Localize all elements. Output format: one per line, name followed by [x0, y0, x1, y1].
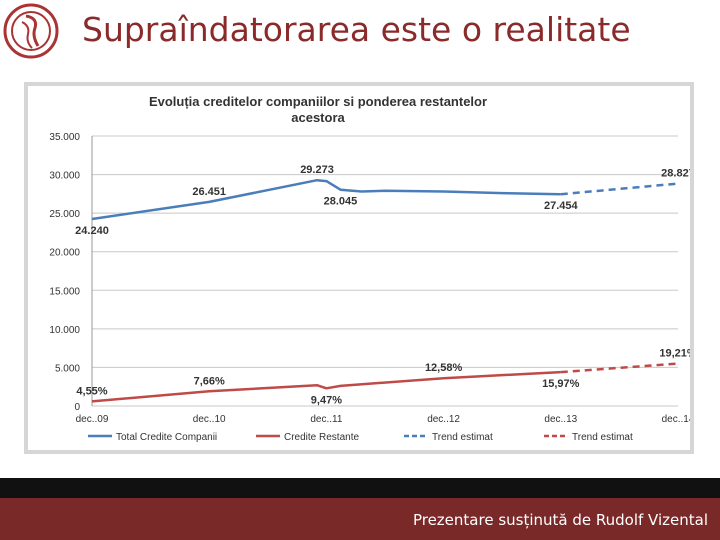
data-label: 29.273 [300, 164, 334, 176]
legend-label: Total Credite Companii [116, 432, 217, 443]
y-tick-label: 0 [74, 402, 80, 413]
legend-label: Trend estimat [572, 432, 633, 443]
chart-title-line: acestora [291, 110, 345, 125]
data-label: 24.240 [75, 225, 109, 237]
x-tick-label: dec..13 [544, 414, 577, 425]
series-line-2 [560, 182, 679, 196]
series-line-0 [91, 178, 561, 221]
legend-label: Credite Restante [284, 432, 359, 443]
x-tick-label: dec..11 [310, 414, 342, 425]
series-line-1 [91, 370, 561, 403]
chart-background [28, 86, 690, 450]
data-label: 28.827 [661, 168, 690, 180]
y-tick-label: 20.000 [49, 248, 80, 259]
chart-frame: Evoluția creditelor companiilor si ponde… [24, 82, 694, 454]
spiral-emblem-icon [3, 3, 59, 59]
footer-divider [0, 478, 720, 498]
data-label: 12,58% [425, 362, 463, 374]
y-tick-label: 10.000 [49, 325, 80, 336]
y-tick-label: 35.000 [49, 132, 80, 143]
footer-text: Prezentare susținută de Rudolf Vizental [412, 511, 708, 529]
legend-label: Trend estimat [432, 432, 493, 443]
y-tick-label: 5.000 [55, 363, 80, 374]
chart-title-line: Evoluția creditelor companiilor si ponde… [149, 94, 487, 109]
x-tick-label: dec..10 [193, 414, 226, 425]
y-tick-label: 25.000 [49, 209, 80, 220]
series-line-3 [560, 362, 679, 374]
data-label: 15,97% [542, 378, 580, 390]
data-label: 9,47% [311, 394, 342, 406]
data-label: 27.454 [544, 200, 579, 212]
chart: Evoluția creditelor companiilor si ponde… [28, 86, 690, 450]
data-label: 7,66% [194, 375, 225, 387]
x-tick-label: dec..14 [662, 414, 690, 425]
y-tick-label: 30.000 [49, 171, 80, 182]
data-label: 28.045 [324, 196, 358, 208]
footer-banner: Prezentare susținută de Rudolf Vizental [0, 498, 720, 540]
x-tick-label: dec..09 [76, 414, 109, 425]
y-tick-label: 15.000 [49, 286, 80, 297]
slide-title: Supraîndatorarea este o realitate [82, 10, 631, 49]
data-label: 4,55% [76, 385, 107, 397]
data-label: 19,21% [659, 348, 690, 360]
x-tick-label: dec..12 [427, 414, 460, 425]
data-label: 26.451 [192, 186, 226, 198]
